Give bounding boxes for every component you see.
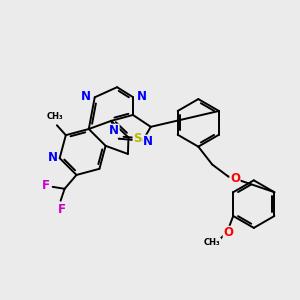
Text: O: O [230,172,240,185]
Text: N: N [137,90,147,103]
Text: N: N [143,135,153,148]
Text: F: F [58,203,66,216]
Text: N: N [109,124,119,137]
Text: O: O [223,226,233,239]
Text: N: N [48,151,58,164]
Text: N: N [81,90,91,103]
Text: S: S [133,132,142,145]
Text: CH₃: CH₃ [204,238,221,247]
Text: F: F [42,179,50,192]
Text: CH₃: CH₃ [46,112,63,121]
